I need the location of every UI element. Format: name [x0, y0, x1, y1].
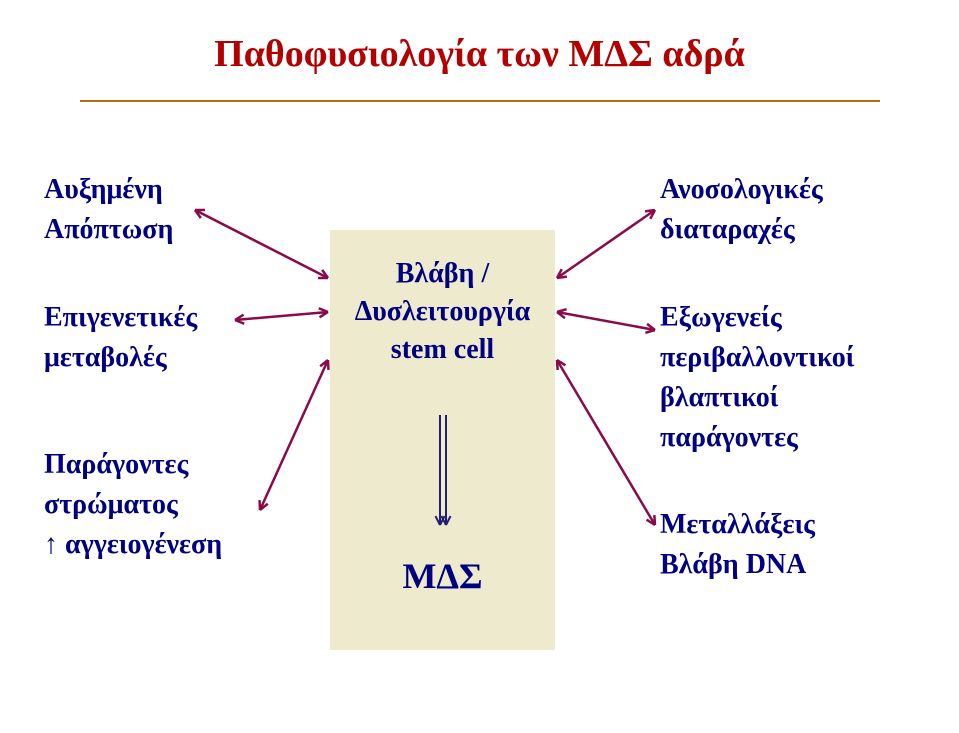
left-group-2: Παράγοντεςστρώματος↑ αγγειογένεση — [44, 445, 222, 565]
slide-title: Παθοφυσιολογία των ΜΔΣ αδρά — [0, 32, 959, 76]
left-group-0: ΑυξημένηΑπόπτωση — [44, 170, 173, 250]
text-line: στρώματος — [44, 485, 222, 525]
text-line: Ανοσολογικές — [660, 170, 823, 210]
text-line: Μεταλλάξεις — [660, 505, 815, 545]
right-group-2: ΜεταλλάξειςΒλάβη DNA — [660, 505, 815, 585]
center-heading-line1: Βλάβη / — [330, 258, 555, 290]
title-underline — [80, 100, 880, 102]
text-line: ↑ αγγειογένεση — [44, 525, 222, 565]
text-line: διαταραχές — [660, 210, 823, 250]
right-group-0: Ανοσολογικέςδιαταραχές — [660, 170, 823, 250]
text-line: Αυξημένη — [44, 170, 173, 210]
text-line: Απόπτωση — [44, 210, 173, 250]
text-line: μεταβολές — [44, 338, 197, 378]
text-line: Επιγενετικές — [44, 298, 197, 338]
slide: { "title": { "text": "Παθοφυσιολογία των… — [0, 0, 959, 733]
center-result: ΜΔΣ — [330, 555, 555, 597]
left-group-1: Επιγενετικέςμεταβολές — [44, 298, 197, 378]
right-group-1: Εξωγενείςπεριβαλλοντικοίβλαπτικοίπαράγον… — [660, 298, 854, 458]
center-heading-line3: stem cell — [330, 334, 555, 366]
text-line: Βλάβη DNA — [660, 545, 815, 585]
text-line: περιβαλλοντικοί — [660, 338, 854, 378]
text-line: βλαπτικοί — [660, 378, 854, 418]
text-line: Παράγοντες — [44, 445, 222, 485]
text-line: Εξωγενείς — [660, 298, 854, 338]
center-heading-line2: Δυσλειτουργία — [330, 296, 555, 328]
text-line: παράγοντες — [660, 418, 854, 458]
